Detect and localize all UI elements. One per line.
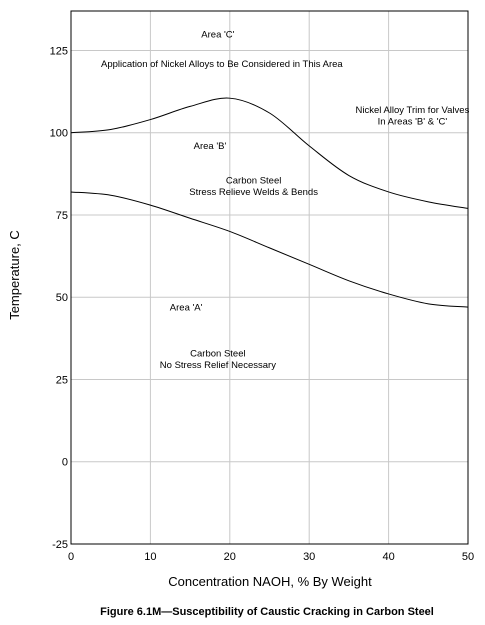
annotation-label: Carbon Steel <box>226 176 281 187</box>
annotation-label: Nickel Alloy Trim for Valves <box>355 105 469 116</box>
annotation-label: No Stress Relief Necessary <box>160 360 276 371</box>
y-tick-labels: -25 0 25 50 75 100 125 <box>50 45 68 551</box>
chart-title: Figure 6.1M—Susceptibility of Caustic Cr… <box>100 606 434 618</box>
y-axis-label: Temperature, C <box>7 230 22 320</box>
series-group <box>70 97 469 308</box>
y-tick-label: 125 <box>50 45 68 57</box>
annotation-label: Carbon Steel <box>190 348 245 359</box>
annotation-label: Area 'B' <box>194 141 227 152</box>
x-tick-label: 0 <box>68 551 74 563</box>
y-tick-label: 100 <box>50 128 68 140</box>
series-line-2 <box>70 191 469 308</box>
y-tick-label: 50 <box>56 292 68 304</box>
x-tick-labels: 0 10 20 30 40 50 <box>68 551 474 563</box>
annotations: Area 'C' Application of Nickel Alloys to … <box>101 29 470 371</box>
grid-lines <box>70 11 469 545</box>
x-axis-label: Concentration NAOH, % By Weight <box>168 574 372 589</box>
annotation-label: Stress Relieve Welds & Bends <box>189 187 318 198</box>
annotation-label: Area 'A' <box>170 302 203 313</box>
annotation-label: In Areas 'B' & 'C' <box>378 117 448 128</box>
x-tick-label: 30 <box>303 551 315 563</box>
x-tick-label: 40 <box>382 551 394 563</box>
y-tick-label: 75 <box>56 210 68 222</box>
x-tick-label: 50 <box>462 551 474 563</box>
plot-frame <box>70 10 469 545</box>
annotation-label: Area 'C' <box>201 29 234 40</box>
x-tick-label: 10 <box>144 551 156 563</box>
annotation-label: Application of Nickel Alloys to Be Consi… <box>101 59 343 70</box>
y-tick-label: 0 <box>62 457 68 469</box>
y-tick-label: 25 <box>56 374 68 386</box>
y-tick-label: -25 <box>52 539 68 551</box>
series-line-1 <box>70 97 469 209</box>
x-tick-label: 20 <box>224 551 236 563</box>
